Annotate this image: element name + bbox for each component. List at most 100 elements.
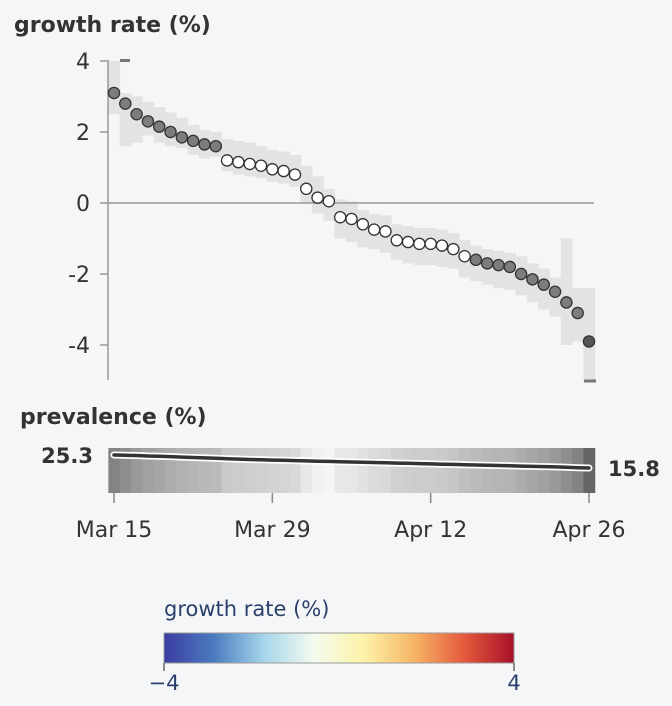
data-point [458,249,471,263]
heat-cell [300,448,313,493]
data-point [469,253,483,267]
data-point [548,285,562,298]
x-tick-label: Apr 12 [394,518,467,543]
heat-cell [436,448,449,493]
heat-cell [289,448,302,493]
heat-cell [153,448,166,493]
data-point [390,234,403,247]
prevalence-end-label: 15.8 [608,457,660,481]
data-point [571,306,584,320]
y-axis-ticks: 4 2 0 -2 -4 [68,50,108,359]
heat-cell [108,448,121,493]
data-point [526,273,539,286]
heat-cell [142,448,155,493]
data-point [401,235,415,249]
data-point [209,139,223,153]
heat-cell [492,448,505,493]
data-point [243,157,256,171]
data-point [413,237,426,251]
heat-cell [538,448,551,493]
heat-cell [311,448,324,493]
heat-cell [345,448,358,493]
ci-cap-top [120,59,130,62]
data-point [164,125,177,139]
heat-cell [187,448,200,493]
data-point [119,97,132,110]
heat-cell [119,448,132,493]
legend-max-label: 4 [507,671,520,695]
heat-cell [244,448,256,493]
heat-cell [402,448,415,493]
data-point [288,168,302,181]
heat-cell [458,448,471,493]
data-point [311,191,324,204]
data-point [277,164,290,178]
heat-cell [130,448,143,493]
ci-cap-bottom [584,379,596,383]
heat-cell [266,448,279,493]
heat-cell [255,448,268,493]
data-point [447,242,460,256]
heat-cell [379,448,392,493]
heat-cell [447,448,460,493]
legend-min-label: −4 [149,671,180,695]
data-point [322,194,336,208]
data-point [503,260,517,274]
data-point [424,237,437,251]
data-point [333,210,347,224]
y-tick-label: 0 [76,192,90,217]
prevalence-label: prevalence (%) [20,405,207,430]
x-axis-ticks: Mar 15 Mar 29 Apr 12 Apr 26 [76,493,626,543]
data-point [107,86,121,100]
data-points [107,86,596,348]
heat-cell [334,448,347,493]
data-point [379,225,392,238]
x-tick-label: Mar 29 [234,518,311,543]
heat-cell [413,448,426,493]
x-tick-label: Mar 15 [76,518,153,543]
x-tick-label: Apr 26 [552,518,625,543]
legend-color-bar [163,632,515,664]
heat-cell [164,448,177,493]
data-point [220,154,234,167]
y-tick-label: 4 [76,50,90,75]
data-point [141,115,155,128]
data-point [345,212,358,226]
data-point [356,218,370,231]
y-axis-label: growth rate (%) [14,13,211,38]
data-point [480,257,494,270]
data-point [435,239,449,252]
heat-cell [232,448,245,493]
ci-segment [560,238,573,345]
data-point [266,163,279,176]
heat-cell [368,448,381,493]
heat-cell [515,448,528,493]
data-point [198,138,211,151]
y-tick-label: -2 [68,263,90,288]
y-tick-label: 2 [76,121,90,146]
data-point [175,131,189,144]
data-point [582,335,596,348]
data-point [152,120,166,133]
data-point [537,278,551,291]
heat-cell [526,448,539,493]
data-point [367,223,381,236]
prevalence-line [112,453,591,470]
data-point [514,267,528,281]
ci-segment [583,288,596,381]
data-point [130,108,143,121]
heat-cell [504,448,517,493]
data-point [300,182,313,196]
data-point [186,134,200,148]
heat-cell [391,448,403,493]
ci-segment [119,92,132,147]
heat-cell [549,448,562,493]
heat-cell [221,448,234,493]
data-point [560,296,573,309]
heat-cell [323,448,336,493]
prevalence-start-label: 25.3 [41,444,93,468]
data-point [232,155,245,169]
y-tick-label: -4 [68,334,90,359]
heat-cell [470,448,483,493]
